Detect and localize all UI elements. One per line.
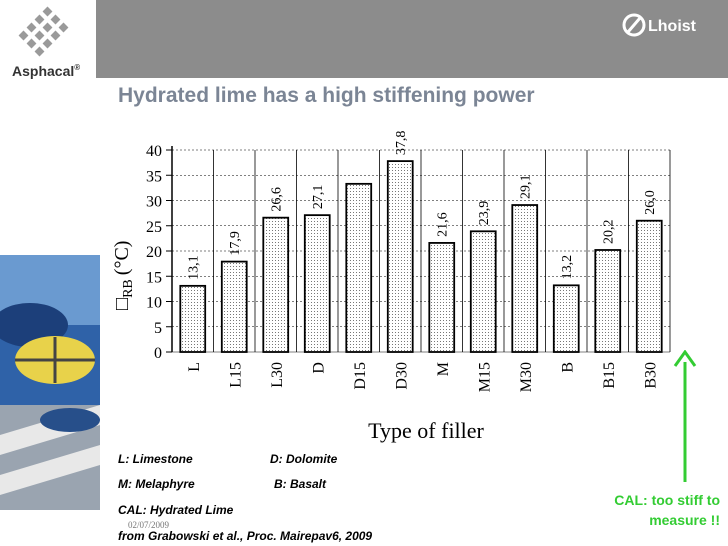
- y-tick-label: 15: [146, 269, 162, 286]
- legend-basalt: B: Basalt: [274, 477, 327, 491]
- data-label: 26,0: [643, 190, 658, 215]
- x-axis-label: Type of filler: [368, 418, 484, 443]
- bar: [469, 230, 497, 353]
- diamond-dots-icon: [18, 6, 69, 57]
- lhoist-mark-icon: [622, 13, 646, 37]
- bar: [428, 242, 456, 353]
- source-citation: from Grabowski et al., Proc. Mairepav6, …: [118, 529, 373, 543]
- y-tick-label: 40: [146, 143, 162, 160]
- bar: [386, 160, 414, 353]
- slide-title: Hydrated lime has a high stiffening powe…: [118, 84, 535, 107]
- cal-note: CAL: too stiff to measure !!: [614, 492, 720, 528]
- legend-limestone: L: Limestone: [118, 452, 193, 466]
- y-tick-label: 20: [146, 244, 162, 261]
- asphacal-wordmark: Asphacal®: [12, 63, 80, 79]
- data-label: 21,6: [436, 212, 451, 237]
- header-bar: [96, 0, 728, 78]
- data-label: 26,6: [270, 187, 285, 212]
- bar: [345, 182, 373, 353]
- x-tick-label: D30: [393, 362, 410, 390]
- legend-cal: CAL: Hydrated Lime: [118, 503, 234, 517]
- x-tick-labels: L L15 L30 D D15 D30 M M15 M30 B B15 B30: [186, 362, 660, 392]
- data-label: 13,2: [560, 255, 575, 280]
- lhoist-logo: Lhoist: [622, 13, 697, 37]
- bar: [635, 219, 663, 353]
- data-label: 29,1: [519, 175, 534, 200]
- slide-date: 02/07/2009: [128, 520, 170, 530]
- data-label: 13,1: [187, 255, 202, 280]
- y-tick-label: 10: [146, 295, 162, 312]
- data-label: 20,2: [602, 219, 617, 244]
- x-tick-label: B30: [642, 362, 659, 389]
- bar: [511, 204, 539, 353]
- up-arrow-icon: [673, 350, 697, 482]
- x-tick-label: M15: [476, 362, 493, 392]
- x-tick-label: M30: [518, 362, 535, 392]
- data-labels: 13,1 17,9 26,6 27,1 37,8 21,6 23,9 29,1 13,2 20,2…: [187, 131, 659, 280]
- x-tick-label: L: [186, 362, 203, 372]
- data-label: 27,1: [311, 185, 326, 210]
- x-tick-label: L15: [227, 362, 244, 388]
- x-tick-label: D15: [352, 362, 369, 390]
- bars: [179, 160, 663, 353]
- data-label: 17,9: [228, 231, 243, 256]
- bar: [552, 284, 580, 353]
- umbrella-photo: [0, 255, 100, 510]
- grid-lines: [166, 146, 671, 353]
- y-tick-labels: 0 5 10 15 20 25 30 35 40: [146, 143, 162, 362]
- bar: [262, 216, 290, 353]
- asphacal-logo: Asphacal®: [12, 6, 80, 79]
- svg-text:Lhoist: Lhoist: [648, 18, 697, 35]
- x-tick-label: B: [559, 362, 576, 373]
- y-tick-label: 30: [146, 194, 162, 211]
- data-label: 37,8: [394, 131, 409, 156]
- bar: [179, 284, 207, 353]
- bar-chart: 13,1 17,9 26,6 27,1 37,8 21,6 23,9 29,1 13,2 20,2…: [111, 131, 671, 443]
- y-tick-label: 25: [146, 219, 162, 236]
- x-tick-label: B15: [601, 362, 618, 389]
- x-tick-label: M: [435, 362, 452, 376]
- y-tick-label: 0: [154, 345, 162, 362]
- bar: [594, 249, 622, 353]
- x-tick-label: D: [310, 362, 327, 374]
- y-axis-label: □RB(°C): [111, 241, 136, 310]
- data-label: 23,9: [477, 201, 492, 226]
- legend-dolomite: D: Dolomite: [270, 452, 338, 466]
- x-tick-label: L30: [269, 362, 286, 388]
- y-tick-label: 5: [154, 320, 162, 337]
- y-tick-label: 35: [146, 168, 162, 185]
- legend-melaphyre: M: Melaphyre: [118, 477, 195, 491]
- bar: [303, 214, 331, 353]
- bar: [220, 260, 248, 353]
